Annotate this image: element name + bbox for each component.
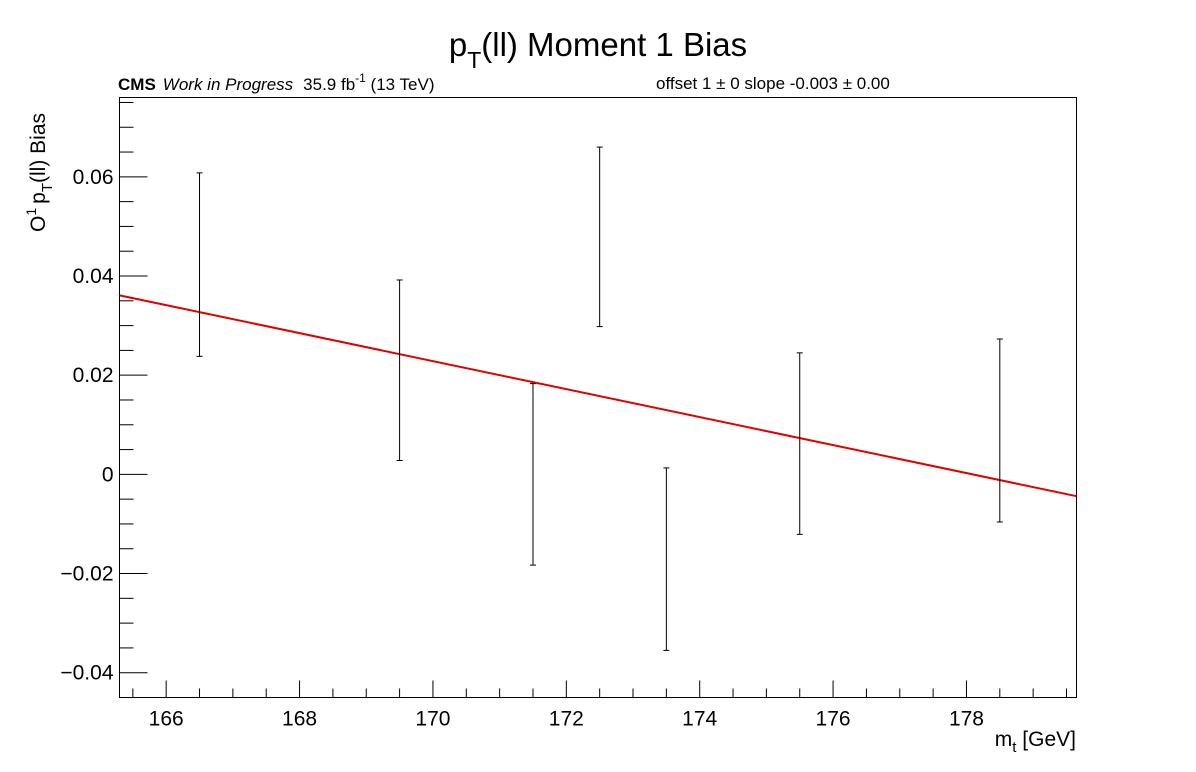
y-tick-label: −0.02: [60, 563, 113, 586]
y-tick-label: −0.04: [60, 662, 113, 685]
x-tick-label: 166: [149, 708, 184, 731]
x-tick-label: 170: [415, 708, 450, 731]
chart-title: pT(ll) Moment 1 Bias: [449, 26, 747, 73]
experiment-label: CMS Work in Progress 35.9 fb-1 (13 TeV): [118, 71, 435, 94]
y-tick-label: 0.06: [73, 166, 114, 189]
x-tick-label: 176: [816, 708, 851, 731]
x-tick-label: 168: [282, 708, 317, 731]
data-marks: [119, 146, 1077, 651]
y-tick-label: 0.02: [73, 364, 114, 387]
axes: 166 168 170 172 174 176 178 −0.04 −0.02 0 0.02 0.04…: [60, 101, 1067, 731]
y-axis-label: O1pT(ll) Bias: [23, 113, 56, 232]
plot-frame: [119, 97, 1077, 698]
y-tick-label: 0: [102, 463, 114, 486]
y-tick-label: 0.04: [73, 265, 114, 288]
x-tick-label: 178: [949, 708, 984, 731]
x-tick-label: 174: [682, 708, 717, 731]
fit-line: [119, 294, 1077, 498]
x-tick-label: 172: [549, 708, 584, 731]
x-axis-label: mt [GeV]: [995, 728, 1076, 756]
fit-result-label: offset 1 ± 0 slope -0.003 ± 0.00: [656, 74, 890, 93]
